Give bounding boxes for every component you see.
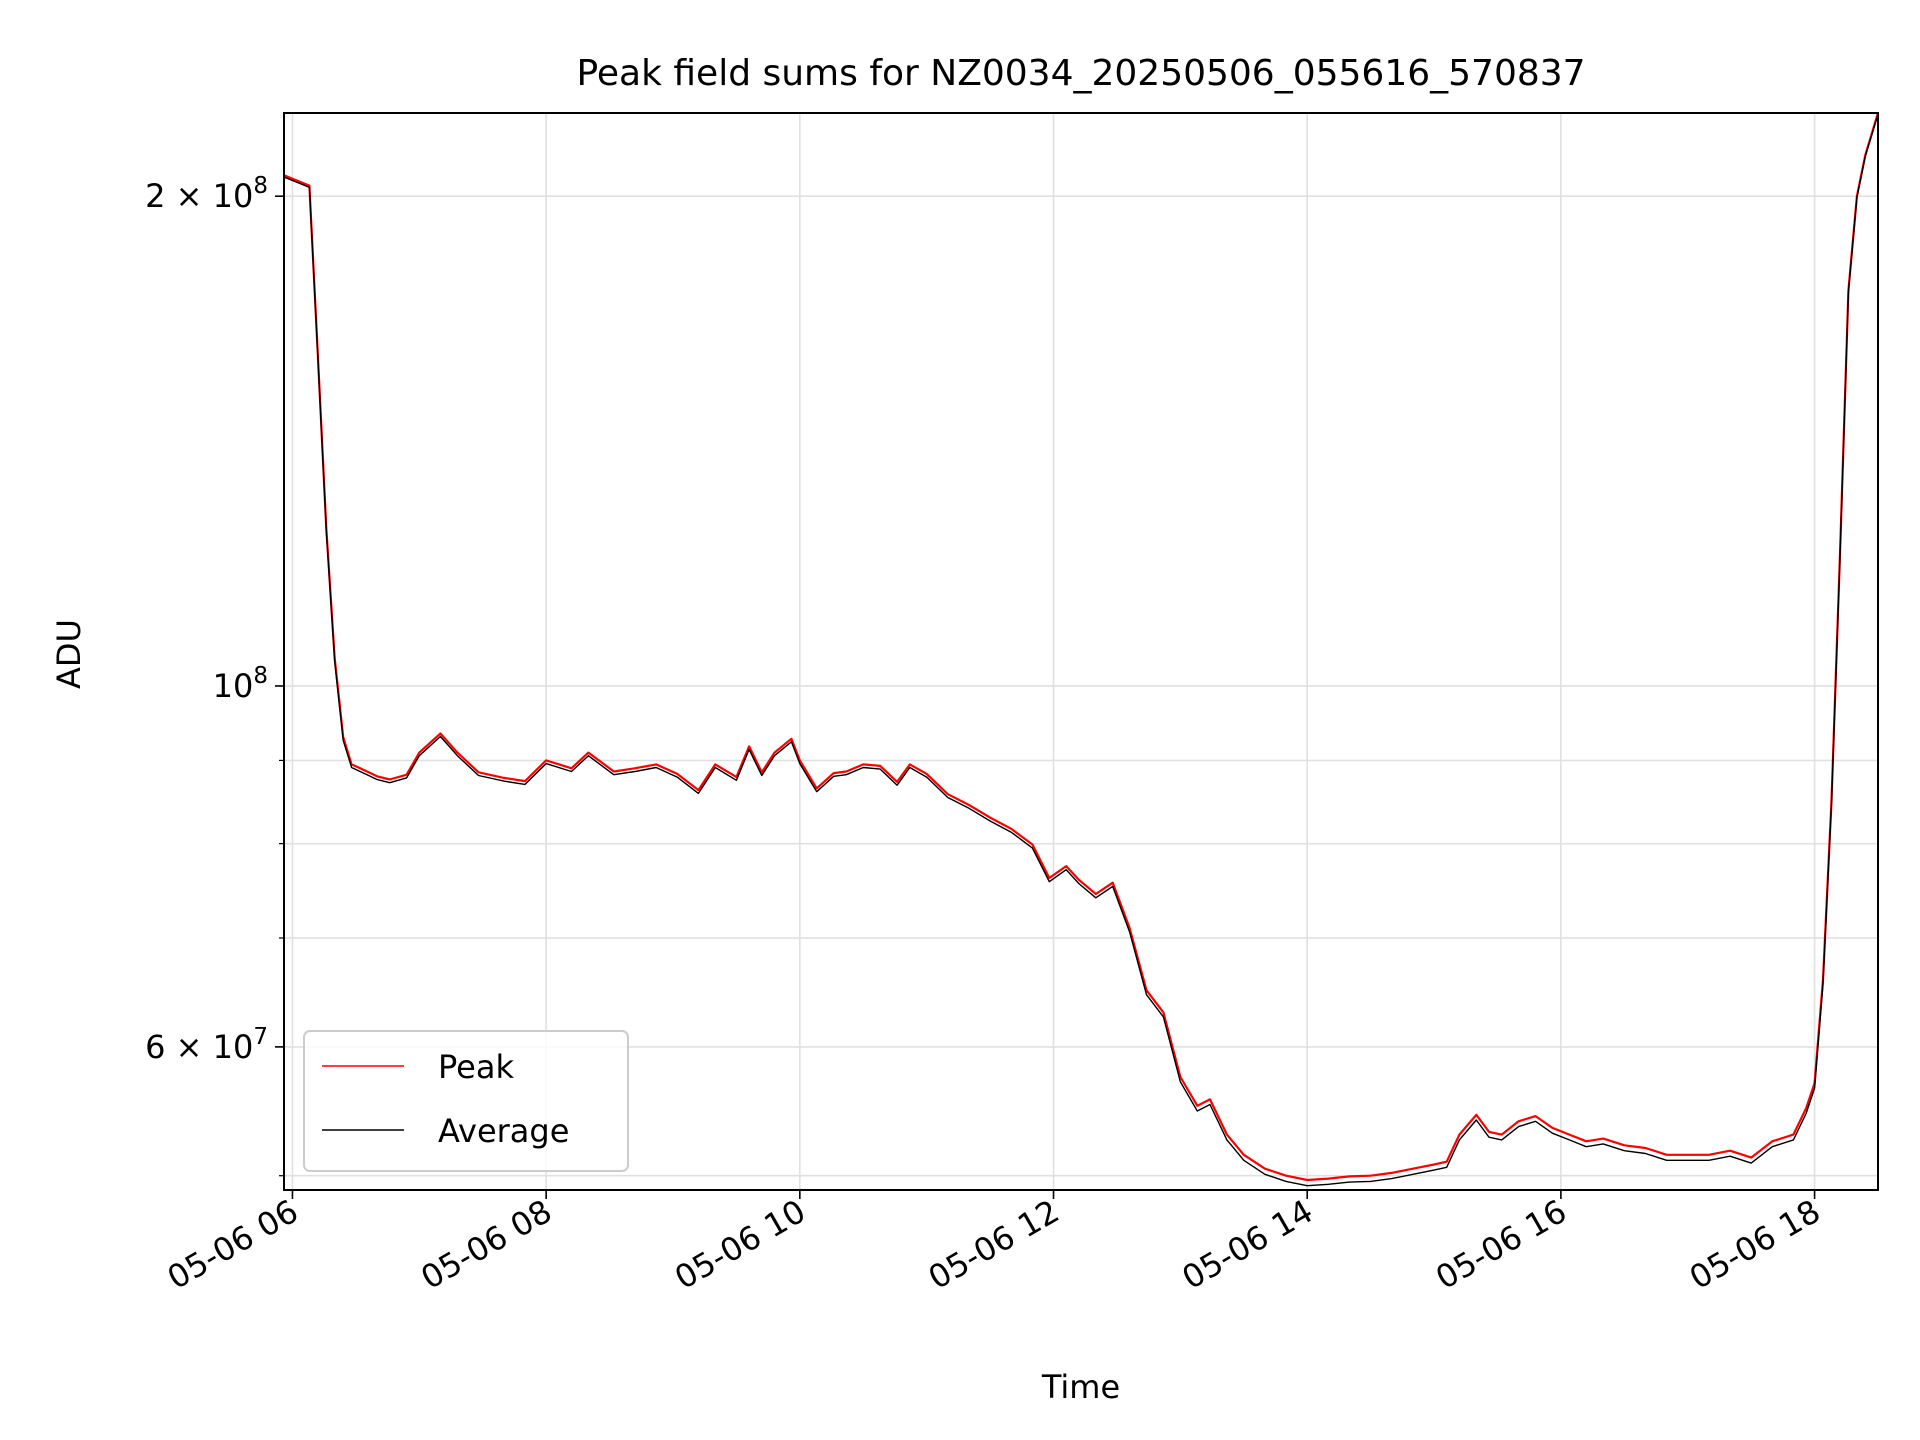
y-axis-label: ADU: [50, 619, 88, 689]
x-axis-label: Time: [1041, 1368, 1120, 1406]
x-tick-label: 05-06 14: [1176, 1192, 1320, 1297]
y-tick-label: 2 × 108: [145, 173, 268, 215]
legend-label-peak: Peak: [438, 1048, 514, 1086]
legend: Peak Average: [303, 1030, 629, 1172]
series-layer: [283, 112, 1880, 1187]
x-tick-label: 05-06 16: [1429, 1192, 1573, 1297]
y-tick-label: 6 × 107: [145, 1024, 268, 1066]
plot-area: [283, 112, 1879, 1191]
x-tick-label: 05-06 06: [161, 1192, 305, 1297]
series-line-peak: [283, 112, 1880, 1182]
x-tick-label: 05-06 12: [922, 1192, 1066, 1297]
x-axis: 05-06 06 05-06 08 05-06 10 05-06 12 05-06 14…: [161, 1190, 1827, 1297]
legend-label-average: Average: [438, 1112, 569, 1150]
gridlines: [284, 113, 1878, 1190]
x-tick-label: 05-06 18: [1683, 1192, 1827, 1297]
chart-title: Peak field sums for NZ0034_20250506_0556…: [576, 53, 1585, 94]
x-tick-label: 05-06 08: [415, 1192, 559, 1297]
y-tick-label: 108: [213, 663, 268, 705]
x-tick-label: 05-06 10: [668, 1192, 812, 1297]
series-line-average: [283, 114, 1879, 1187]
y-axis: 6 × 107 108 2 × 108: [145, 173, 284, 1177]
